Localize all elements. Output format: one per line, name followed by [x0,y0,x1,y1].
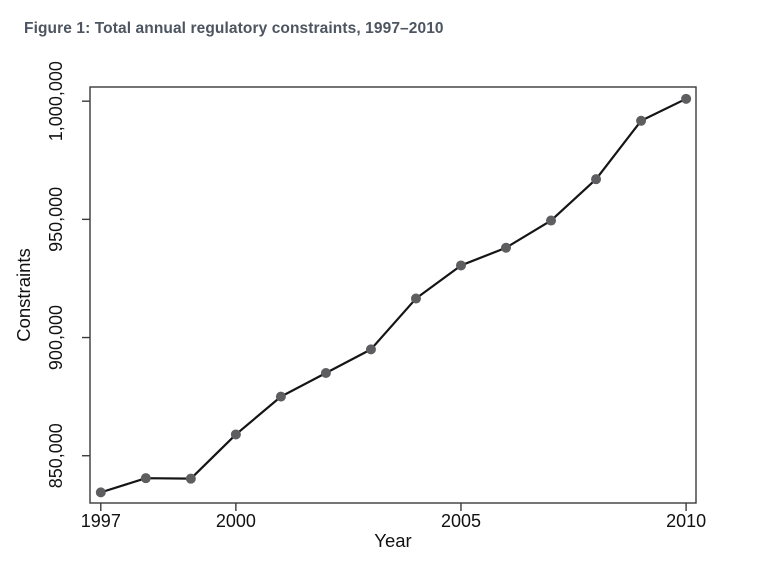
data-point-2005 [455,260,466,271]
data-point-2007 [546,215,557,226]
data-point-2004 [410,293,421,304]
data-point-2008 [591,174,602,185]
x-tick-label: 2005 [441,511,481,531]
y-tick-label: 900,000 [46,305,66,370]
data-point-2002 [320,368,331,378]
y-tick-label: 1,000,000 [46,61,66,141]
x-axis-label: Year [374,530,412,551]
x-tick-label: 2000 [216,511,256,531]
y-tick-label: 850,000 [46,423,66,488]
trend-line [99,97,688,494]
data-point-1997 [95,487,106,498]
x-tick-label: 2010 [666,511,706,531]
figure-title: Figure 1: Total annual regulatory constr… [24,20,444,37]
data-point-2010 [681,93,692,104]
data-point-2009 [636,115,647,126]
data-point-2000 [230,429,241,440]
x-tick-label: 1997 [81,511,121,531]
y-axis-label: Constraints [13,248,34,342]
data-point-2006 [501,242,512,253]
data-point-1998 [140,473,151,484]
data-point-1999 [185,473,196,484]
data-point-2003 [365,344,376,355]
y-tick-label: 950,000 [46,187,66,252]
data-point-2001 [275,391,286,402]
plot-border [89,86,697,504]
